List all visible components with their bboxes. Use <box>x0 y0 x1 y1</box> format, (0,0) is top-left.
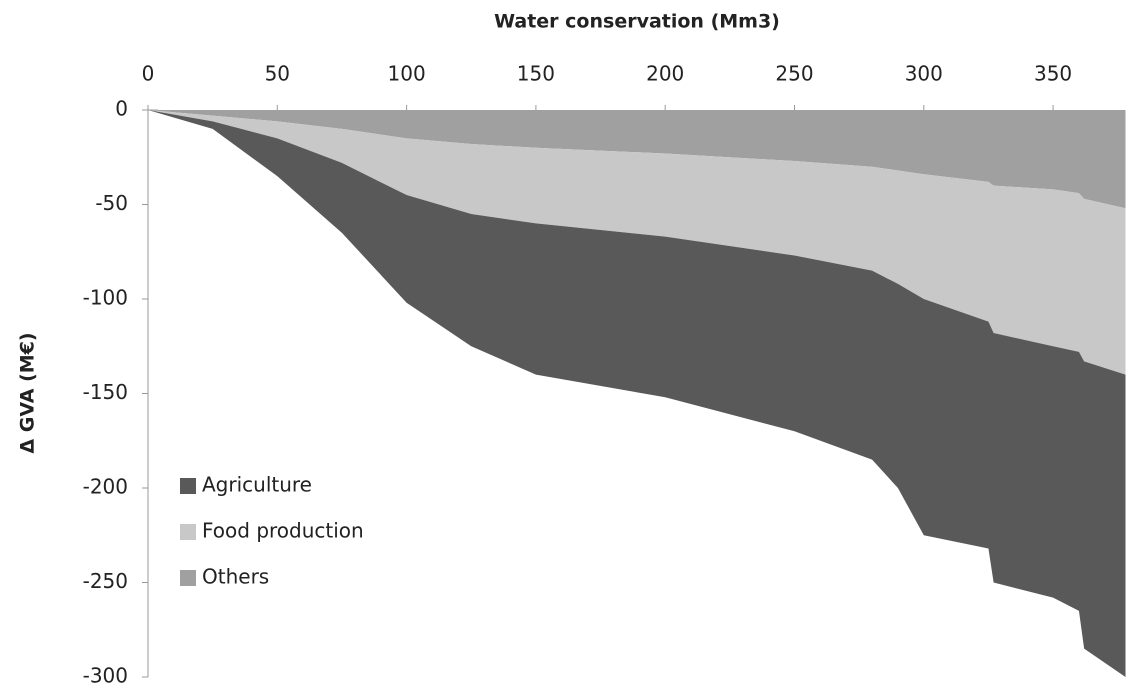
legend-swatch <box>180 570 196 586</box>
y-tick-label: -250 <box>83 569 128 593</box>
x-tick-label: 250 <box>775 62 813 86</box>
y-tick-label: -100 <box>83 286 128 310</box>
y-tick-label: -150 <box>83 380 128 404</box>
legend-label: Agriculture <box>202 473 312 497</box>
x-tick-label: 300 <box>905 62 943 86</box>
y-tick-label: -50 <box>95 191 128 215</box>
legend-label: Food production <box>202 519 364 543</box>
x-tick-label: 150 <box>517 62 555 86</box>
x-tick-label: 100 <box>388 62 426 86</box>
area <box>148 110 1126 677</box>
area <box>148 110 1126 375</box>
y-tick-label: 0 <box>115 97 128 121</box>
y-axis-title: Δ GVA (M€) <box>17 332 39 453</box>
legend-swatch <box>180 524 196 540</box>
legend-label: Others <box>202 565 269 589</box>
y-tick-label: -300 <box>83 664 128 688</box>
area <box>148 110 1126 209</box>
x-tick-label: 50 <box>265 62 290 86</box>
x-axis-title: Water conservation (Mm3) <box>494 11 780 33</box>
x-tick-label: 350 <box>1034 62 1072 86</box>
y-tick-label: -200 <box>83 475 128 499</box>
x-tick-label: 200 <box>646 62 684 86</box>
legend-swatch <box>180 478 196 494</box>
x-tick-label: 0 <box>142 62 155 86</box>
